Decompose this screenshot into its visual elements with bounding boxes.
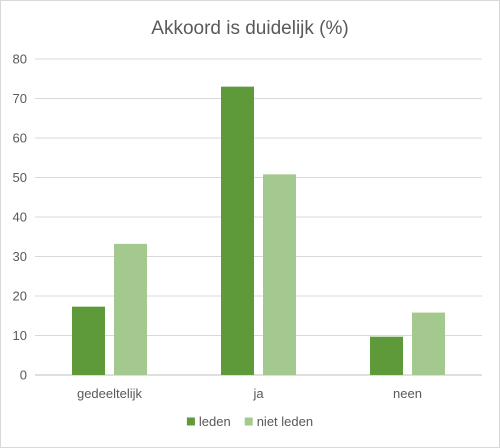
legend-item-niet-leden: niet leden: [244, 414, 313, 429]
y-tick-label: 70: [13, 91, 27, 106]
y-tick-label: 0: [20, 368, 27, 383]
y-tick-label: 50: [13, 170, 27, 185]
chart-title: Akkoord is duidelijk (%): [151, 18, 348, 39]
y-axis-ticks: 0 10 20 30 40 50 60 70 80: [13, 52, 27, 383]
bar-niet-leden-neen: [412, 312, 445, 375]
bars: [72, 86, 445, 376]
legend-swatch: [244, 417, 253, 426]
bar-niet-leden-gedeeltelijk: [114, 243, 147, 375]
bar-leden-ja: [221, 86, 254, 376]
x-axis-categories: gedeeltelijk ja neen: [77, 386, 422, 401]
legend-item-leden: leden: [186, 414, 231, 429]
bar-leden-neen: [370, 336, 403, 375]
bar-niet-leden-ja: [263, 174, 296, 375]
legend: leden niet leden: [186, 414, 313, 429]
bar-leden-gedeeltelijk: [72, 306, 105, 375]
y-tick-label: 80: [13, 52, 27, 67]
y-tick-label: 20: [13, 289, 27, 304]
x-category-label: neen: [393, 386, 422, 401]
y-tick-label: 10: [13, 328, 27, 343]
legend-label: leden: [199, 414, 231, 429]
legend-swatch: [186, 417, 195, 426]
legend-label: niet leden: [257, 414, 313, 429]
x-category-label: gedeeltelijk: [77, 386, 143, 401]
gridlines: [35, 58, 482, 376]
y-tick-label: 30: [13, 249, 27, 264]
y-tick-label: 60: [13, 131, 27, 146]
x-category-label: ja: [252, 386, 264, 401]
y-tick-label: 40: [13, 210, 27, 225]
